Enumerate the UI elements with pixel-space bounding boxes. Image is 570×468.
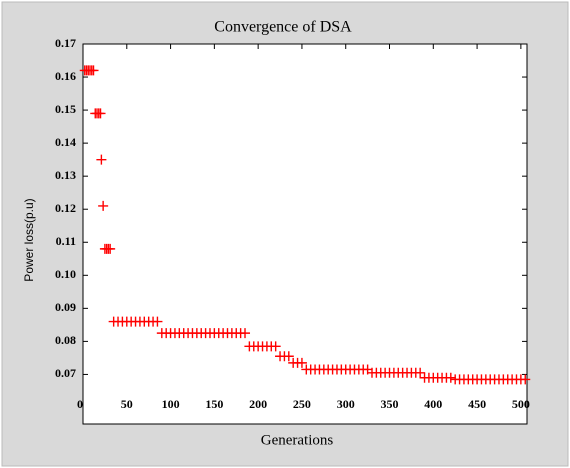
x-tick-label: 500 <box>512 397 530 411</box>
marker <box>105 243 116 254</box>
x-tick-label: 150 <box>205 397 223 411</box>
y-tick-label: 0.15 <box>55 102 76 116</box>
marker <box>270 341 281 352</box>
y-tick-label: 0.07 <box>55 366 76 380</box>
marker <box>88 65 99 76</box>
marker <box>240 328 251 339</box>
chart-title: Convergence of DSA <box>214 19 352 36</box>
y-tick-label: 0.17 <box>55 36 76 50</box>
x-tick-label: 200 <box>249 397 267 411</box>
x-tick-label: 50 <box>121 397 133 411</box>
y-tick-label: 0.13 <box>55 168 76 182</box>
marker <box>445 372 456 383</box>
plot-area <box>82 43 528 425</box>
marker <box>415 367 426 378</box>
marker <box>152 316 163 327</box>
marker <box>296 357 307 368</box>
x-tick-label: 400 <box>424 397 442 411</box>
y-tick-label: 0.09 <box>55 300 76 314</box>
marker <box>95 108 106 119</box>
marker <box>520 374 531 385</box>
y-tick-label: 0.11 <box>56 234 76 248</box>
y-tick-label: 0.16 <box>55 69 76 83</box>
x-tick-label: 450 <box>468 397 486 411</box>
x-tick-label: 250 <box>293 397 311 411</box>
y-tick-label: 0.10 <box>55 267 76 281</box>
x-tick-label: 0 <box>77 397 83 411</box>
y-axis-label: Power loss(p.u) <box>22 198 36 281</box>
x-axis-label: Generations <box>261 432 334 448</box>
x-tick-label: 300 <box>337 397 355 411</box>
x-tick-label: 350 <box>381 397 399 411</box>
y-tick-label: 0.12 <box>55 201 76 215</box>
x-tick-label: 100 <box>162 397 180 411</box>
marker <box>96 154 107 165</box>
marker <box>283 351 294 362</box>
y-tick-label: 0.08 <box>55 333 76 347</box>
y-tick-label: 0.14 <box>55 135 76 149</box>
marker <box>98 200 109 211</box>
